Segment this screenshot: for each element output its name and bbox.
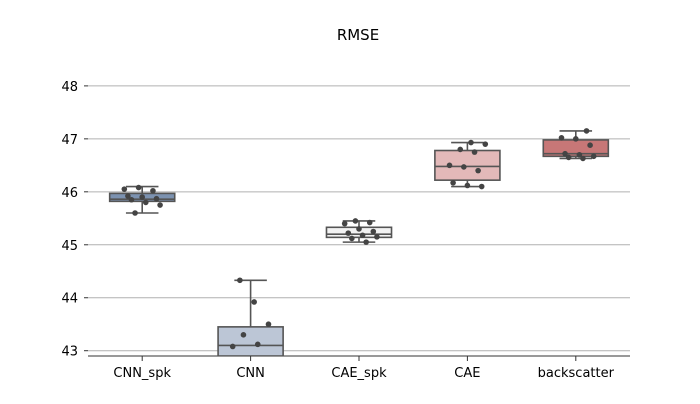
data-point — [139, 194, 145, 200]
data-point — [478, 183, 485, 190]
x-tick-label: CNN — [236, 366, 265, 381]
data-point — [265, 321, 272, 328]
data-point — [153, 195, 160, 202]
data-point — [583, 128, 590, 134]
data-point — [562, 150, 568, 157]
data-point — [341, 220, 348, 227]
x-tick-label: CAE_spk — [331, 366, 387, 381]
y-tick-label: 48 — [61, 80, 78, 95]
data-point — [565, 154, 572, 161]
data-point — [128, 196, 135, 203]
data-point — [132, 210, 138, 216]
data-point — [121, 186, 128, 192]
data-point — [254, 341, 261, 348]
data-point — [461, 164, 467, 170]
y-tick-label: 45 — [61, 239, 78, 254]
data-point — [580, 155, 586, 162]
data-point — [125, 193, 131, 199]
data-point — [370, 228, 377, 235]
data-point — [590, 153, 597, 160]
data-point — [471, 149, 478, 155]
y-tick-label: 46 — [61, 186, 78, 201]
data-point — [366, 219, 373, 226]
data-point — [475, 167, 481, 174]
y-tick-label: 47 — [61, 133, 78, 148]
data-point — [349, 235, 355, 242]
data-point — [157, 202, 163, 208]
data-point — [229, 343, 236, 350]
chart-title: RMSE — [337, 26, 379, 44]
data-point — [237, 277, 243, 284]
x-tick-label: backscatter — [538, 366, 615, 381]
data-point — [359, 232, 366, 239]
data-point — [356, 226, 362, 232]
box-CNN — [217, 326, 284, 356]
data-point — [468, 139, 474, 146]
data-point — [374, 234, 380, 240]
data-point — [576, 151, 583, 158]
data-point — [446, 162, 453, 169]
data-point — [352, 218, 359, 224]
data-point — [587, 142, 593, 149]
data-point — [363, 239, 369, 245]
data-point — [457, 146, 464, 153]
data-point — [142, 199, 149, 206]
data-point — [558, 134, 565, 141]
box-CAE — [434, 149, 501, 181]
data-point — [482, 141, 489, 147]
data-point — [450, 180, 456, 186]
y-tick-label: 44 — [61, 292, 78, 307]
data-point — [240, 332, 247, 338]
data-point — [150, 187, 156, 194]
data-point — [135, 184, 142, 191]
data-point — [345, 230, 352, 236]
y-tick-label: 43 — [61, 345, 78, 360]
data-point — [251, 299, 257, 305]
x-tick-label: CNN_spk — [113, 366, 171, 381]
data-point — [573, 136, 579, 142]
x-tick-label: CAE — [454, 366, 480, 381]
data-point — [464, 182, 471, 189]
